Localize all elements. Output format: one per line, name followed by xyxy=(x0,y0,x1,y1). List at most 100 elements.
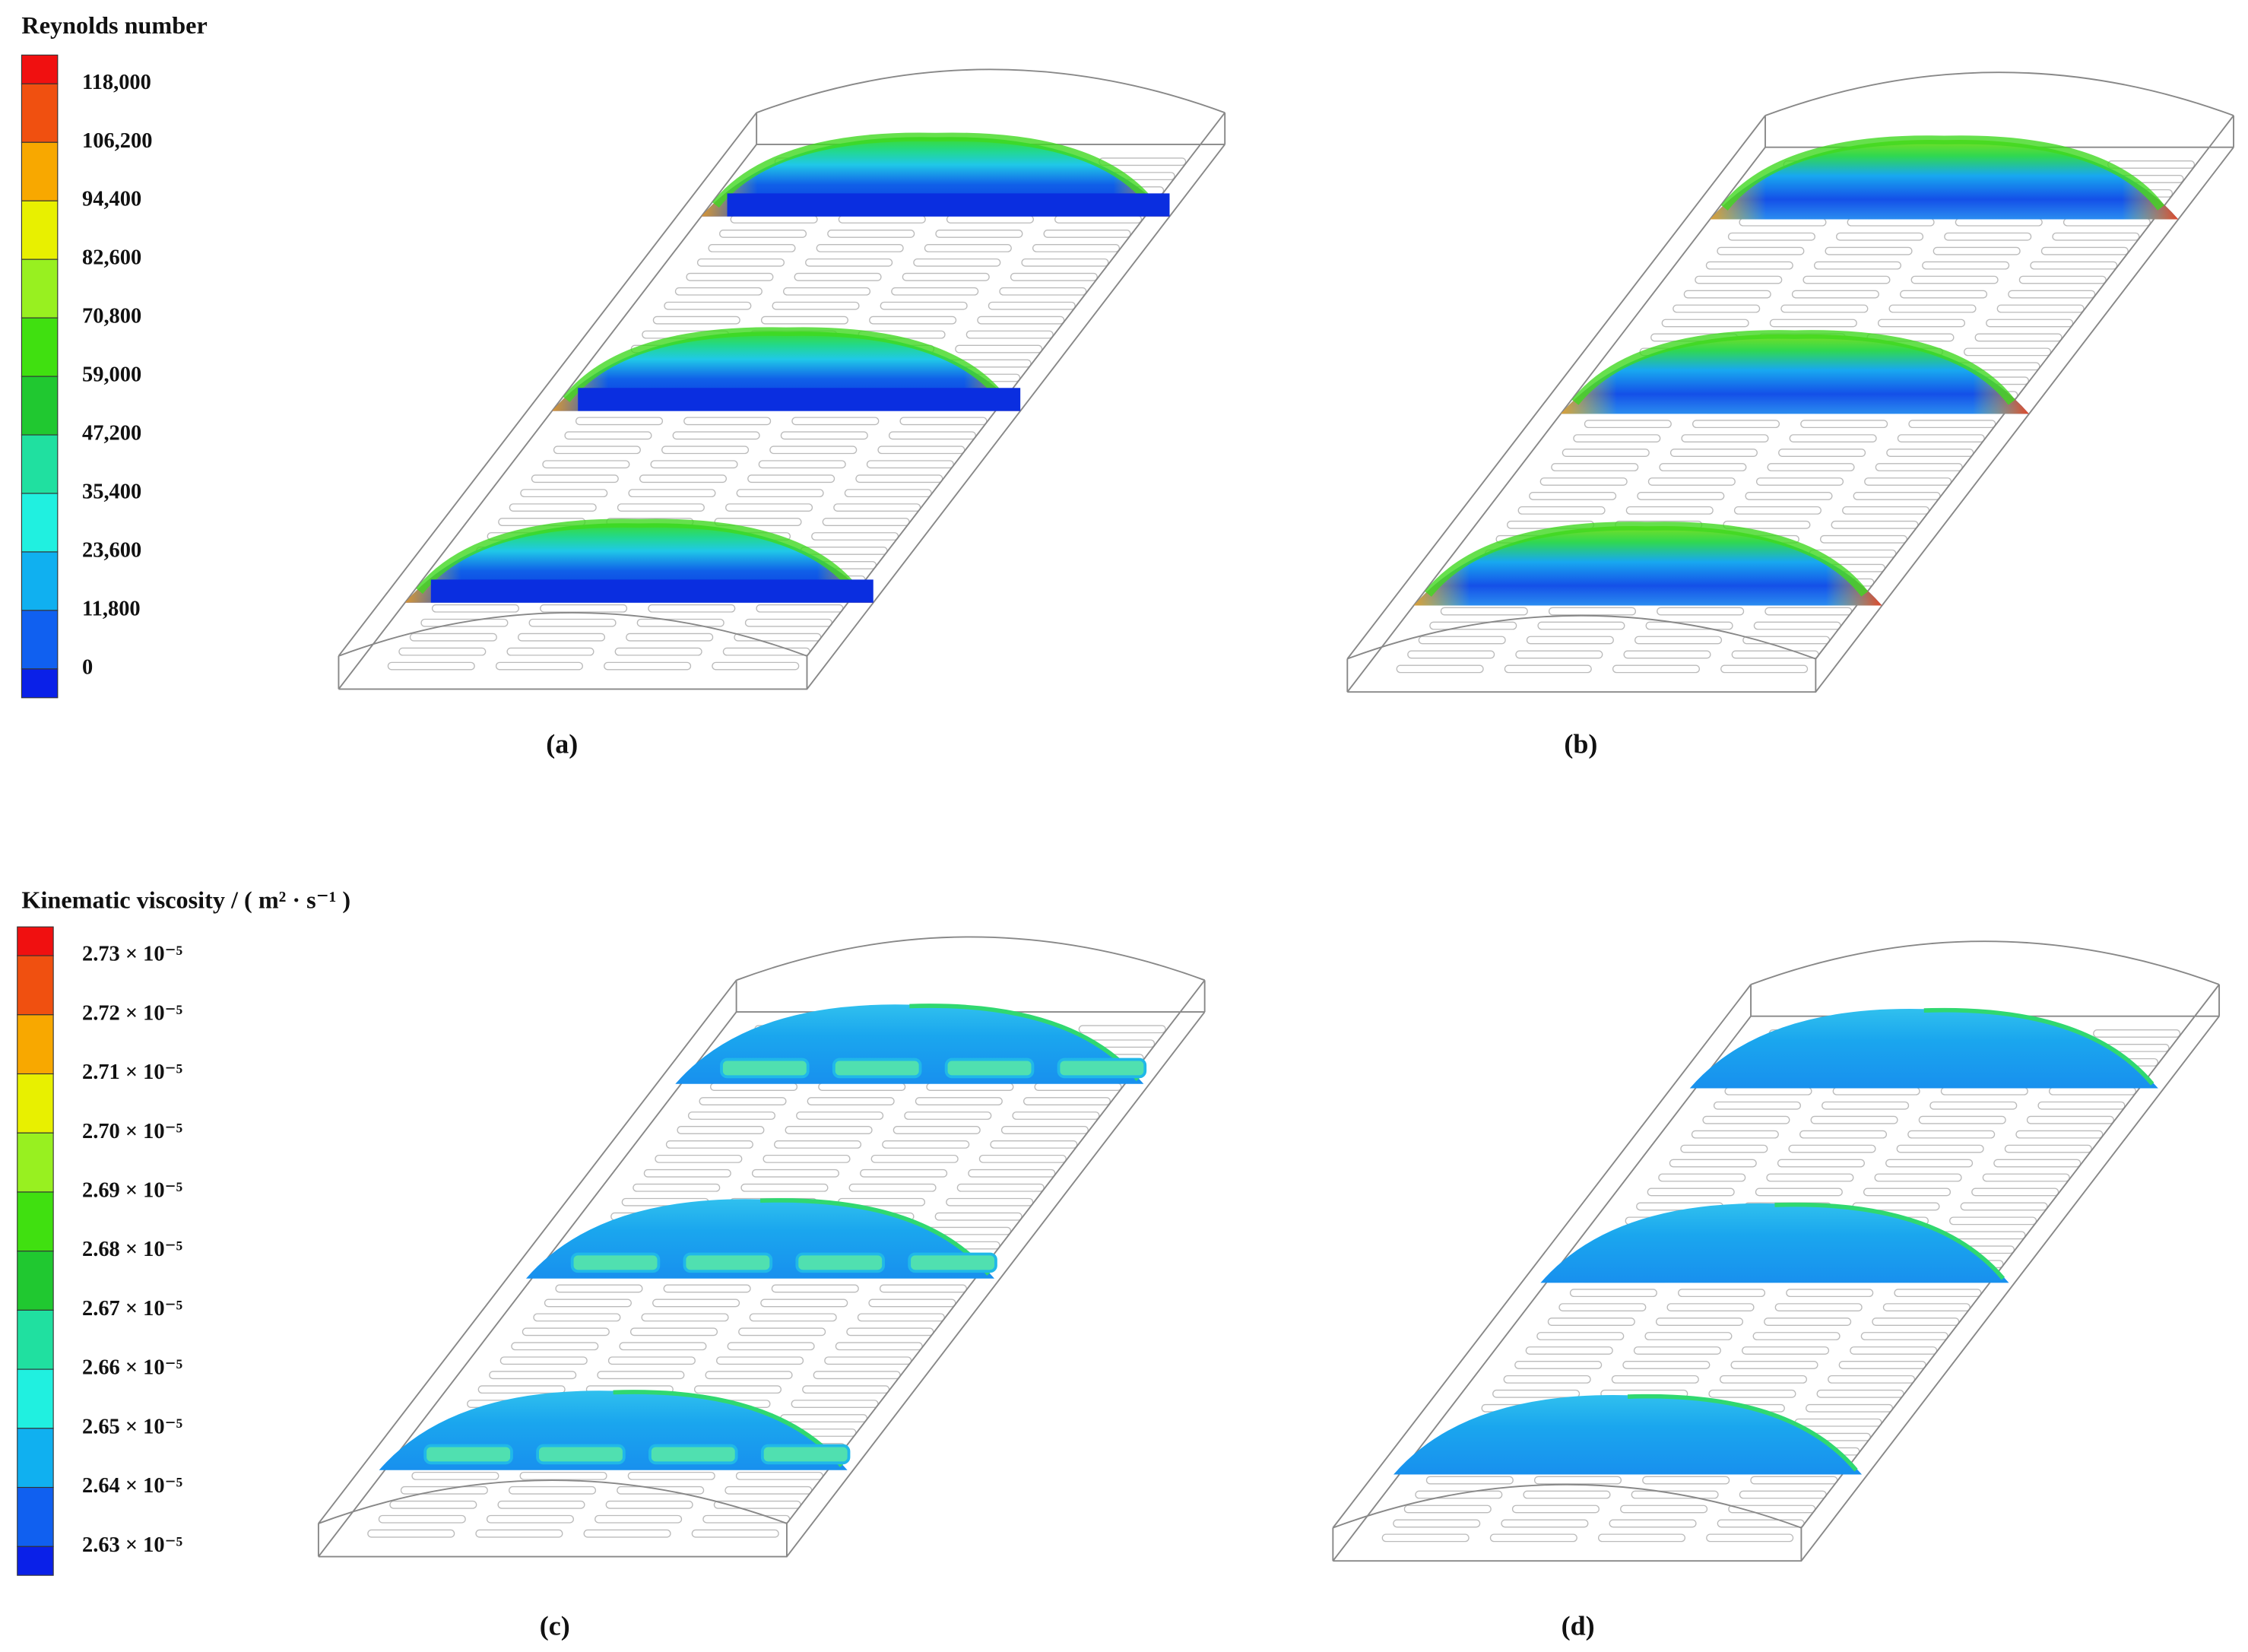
slot xyxy=(495,661,583,671)
slot xyxy=(833,503,921,512)
slot xyxy=(641,1313,729,1322)
slot xyxy=(627,1471,715,1480)
slot xyxy=(738,1327,826,1337)
slot xyxy=(691,1529,779,1538)
slot xyxy=(409,633,497,642)
slot xyxy=(629,1327,718,1337)
slot xyxy=(1517,506,1606,515)
slot xyxy=(725,503,813,512)
slot xyxy=(1777,1159,1865,1168)
slot xyxy=(1918,1115,2006,1124)
slot xyxy=(1407,650,1495,659)
slot xyxy=(846,1327,934,1337)
slot xyxy=(2048,1086,2137,1096)
slot xyxy=(1755,477,1844,486)
legend-label: 0 xyxy=(82,655,93,679)
slot xyxy=(1099,157,1187,166)
slot xyxy=(794,272,882,281)
slot xyxy=(628,489,716,498)
panel xyxy=(317,936,1206,1558)
slot xyxy=(1882,1303,1971,1312)
legend-label: 2.72 × 10⁻⁵ xyxy=(82,1001,182,1025)
slot xyxy=(1813,261,1902,270)
slot xyxy=(855,474,943,484)
contour-slice xyxy=(1394,1394,1863,1475)
contour-rim xyxy=(1923,1007,2154,1086)
slot xyxy=(1788,1144,1876,1153)
slot xyxy=(822,518,910,526)
slot xyxy=(811,532,899,541)
slot xyxy=(724,1486,813,1495)
slot xyxy=(1515,650,1603,659)
slot xyxy=(1695,275,1783,284)
back-arc xyxy=(735,936,1206,1013)
slot xyxy=(1806,1403,1894,1413)
slot xyxy=(744,618,832,627)
core xyxy=(1057,1057,1147,1079)
slot xyxy=(1940,1086,2028,1096)
slot xyxy=(398,647,487,656)
legend-label: 106,200 xyxy=(82,129,152,153)
slot xyxy=(1678,1289,1766,1298)
slot xyxy=(1767,463,1855,471)
slot xyxy=(378,1514,466,1524)
slot xyxy=(1536,1332,1625,1340)
slot xyxy=(1982,1173,2070,1182)
slot xyxy=(555,1284,643,1293)
slot xyxy=(869,315,957,325)
slot xyxy=(1669,1159,1757,1168)
slot xyxy=(1642,1476,1730,1485)
slot xyxy=(1739,217,1827,227)
slot xyxy=(926,1083,1014,1091)
slot xyxy=(1657,607,1745,616)
slot xyxy=(1780,304,1869,313)
slot xyxy=(477,1385,566,1394)
slot xyxy=(1832,1086,1920,1096)
slot xyxy=(891,287,979,296)
slot xyxy=(1396,664,1484,674)
back-arc xyxy=(1764,71,2234,147)
slot xyxy=(1786,1289,1874,1298)
colorbar-cell xyxy=(17,1191,54,1252)
slot xyxy=(1043,230,1131,238)
core xyxy=(648,1444,738,1465)
slot xyxy=(1523,1490,1611,1499)
slot xyxy=(1864,477,1952,486)
colorbar-cell xyxy=(21,141,59,201)
slot xyxy=(1537,621,1625,630)
slot xyxy=(965,330,1054,339)
slot xyxy=(1908,420,1996,429)
slot xyxy=(607,1356,696,1365)
slot xyxy=(1933,246,2021,255)
slot xyxy=(1764,607,1853,616)
slot xyxy=(899,417,988,426)
slot xyxy=(677,1126,765,1134)
slot xyxy=(636,618,724,627)
slot xyxy=(664,301,752,310)
panel xyxy=(1332,940,2221,1562)
contour-rim xyxy=(563,327,1007,402)
low-band xyxy=(430,579,874,603)
slot xyxy=(542,460,630,469)
slot xyxy=(1573,434,1661,443)
slot xyxy=(531,474,619,484)
slot xyxy=(763,1154,851,1163)
slot xyxy=(956,1183,1045,1192)
slot xyxy=(1842,506,1930,515)
panel-label: (b) xyxy=(1564,729,1597,759)
slot xyxy=(489,1371,577,1380)
slot xyxy=(1514,1361,1603,1369)
slot xyxy=(617,503,705,512)
slot xyxy=(860,1168,948,1178)
slot xyxy=(1658,1173,1746,1182)
slot xyxy=(988,301,1076,310)
slot xyxy=(1774,1303,1863,1312)
slot xyxy=(1622,1361,1711,1369)
slot xyxy=(1719,1375,1808,1384)
slot xyxy=(1713,1101,1801,1110)
colorbar-cell xyxy=(21,493,59,553)
slot xyxy=(1673,304,1761,313)
slot xyxy=(528,618,617,627)
slot xyxy=(791,1400,879,1409)
